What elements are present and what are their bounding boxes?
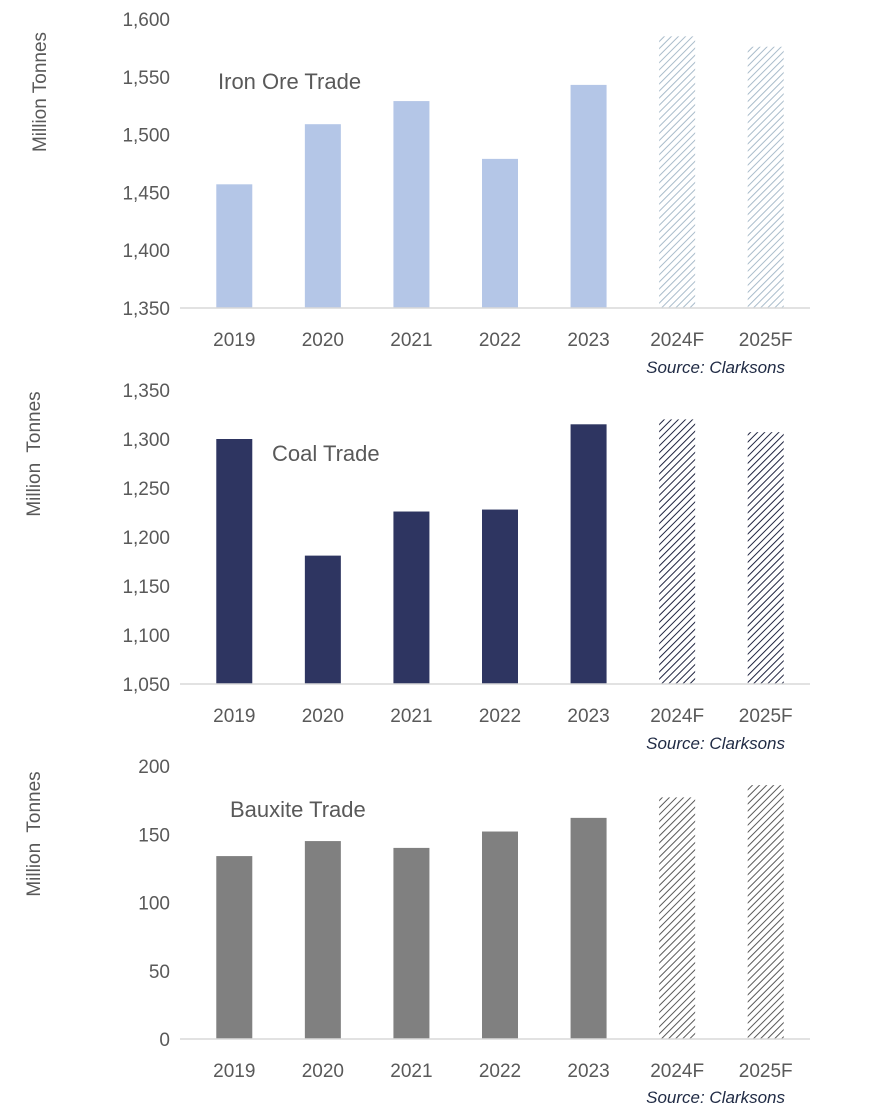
bauxite-x-tick-label: 2024F: [650, 1061, 704, 1082]
coal-bar: [216, 439, 253, 684]
coal-y-tick-label: 1,050: [122, 675, 170, 696]
bauxite-x-tick-label: 2022: [479, 1061, 521, 1082]
iron-ore-x-tick-label: 2021: [390, 330, 432, 351]
coal-y-tick-label: 1,250: [122, 479, 170, 500]
bauxite-chart-title: Bauxite Trade: [230, 797, 366, 822]
iron-ore-bar: [482, 158, 518, 308]
coal-bar: [304, 555, 341, 684]
iron-ore-y-tick-label: 1,500: [122, 126, 170, 147]
coal-x-tick-label: 2019: [213, 706, 255, 727]
bauxite-x-tick-label: 2021: [390, 1061, 432, 1082]
bauxite-x-tick-label: 2020: [302, 1061, 344, 1082]
coal-source-note: Source: Clarksons: [646, 734, 785, 752]
bauxite-bar: [304, 841, 341, 1039]
coal-trade-chart: Million Tonnes Coal Trade 1,050 1,100 1,15…: [0, 376, 873, 752]
coal-x-tick-label: 2021: [390, 706, 432, 727]
coal-chart-svg: Million Tonnes Coal Trade 1,050 1,100 1,15…: [24, 381, 810, 752]
iron-ore-y-tick-label: 1,400: [122, 241, 170, 262]
coal-forecast-bar: [747, 432, 784, 684]
iron-ore-x-tick-label: 2023: [567, 330, 609, 351]
coal-bar: [393, 511, 430, 684]
iron-ore-y-axis-label: Million Tonnes: [30, 32, 51, 152]
bauxite-y-tick-label: 50: [149, 962, 170, 983]
bauxite-forecast-bar: [659, 797, 696, 1039]
iron-ore-bar: [570, 84, 607, 308]
coal-x-tick-label: 2020: [302, 706, 344, 727]
bauxite-source-note: Source: Clarksons: [646, 1088, 785, 1107]
coal-y-tick-label: 1,150: [122, 577, 170, 598]
iron-ore-x-tick-label: 2025F: [739, 330, 793, 351]
bauxite-x-tick-label: 2023: [567, 1061, 609, 1082]
iron-ore-x-tick-label: 2020: [302, 330, 344, 351]
bauxite-y-tick-label: 0: [159, 1030, 170, 1051]
bauxite-y-tick-label: 150: [138, 825, 170, 846]
coal-x-tick-label: 2025F: [739, 706, 793, 727]
iron-ore-x-tick-label: 2024F: [650, 330, 704, 351]
iron-ore-x-tick-label: 2019: [213, 330, 255, 351]
bauxite-forecast-bar: [747, 785, 784, 1039]
iron-ore-source-note: Source: Clarksons: [646, 358, 785, 377]
bauxite-x-tick-label: 2025F: [739, 1061, 793, 1082]
iron-ore-x-tick-label: 2022: [479, 330, 521, 351]
coal-bar: [570, 424, 607, 684]
bauxite-x-tick-label: 2019: [213, 1061, 255, 1082]
coal-y-tick-label: 1,350: [122, 381, 170, 402]
iron-ore-bar: [216, 184, 253, 308]
bauxite-y-tick-label: 200: [138, 757, 170, 778]
coal-y-axis-label: Million Tonnes: [24, 391, 45, 516]
coal-x-tick-label: 2023: [567, 706, 609, 727]
iron-ore-y-tick-label: 1,550: [122, 68, 170, 89]
iron-ore-trade-chart: Million Tonnes Iron Ore Trade 1,350 1,400…: [0, 0, 873, 380]
bauxite-bar: [482, 831, 518, 1039]
coal-y-tick-label: 1,200: [122, 528, 170, 549]
iron-ore-y-tick-label: 1,350: [122, 299, 170, 320]
iron-ore-forecast-bar: [659, 36, 696, 309]
bauxite-bar: [216, 856, 253, 1039]
coal-x-tick-label: 2022: [479, 706, 521, 727]
iron-ore-forecast-bar: [747, 46, 784, 309]
iron-ore-chart-svg: Million Tonnes Iron Ore Trade 1,350 1,400…: [30, 10, 810, 377]
coal-forecast-bar: [659, 419, 696, 684]
iron-ore-chart-title: Iron Ore Trade: [218, 69, 361, 94]
coal-chart-title: Coal Trade: [272, 441, 380, 466]
iron-ore-y-tick-label: 1,600: [122, 10, 170, 31]
coal-bar: [482, 509, 518, 684]
bauxite-bar: [393, 847, 430, 1039]
coal-y-tick-label: 1,300: [122, 430, 170, 451]
iron-ore-bar: [304, 124, 341, 308]
bauxite-bar: [570, 817, 607, 1039]
coal-x-tick-label: 2024F: [650, 706, 704, 727]
bauxite-y-axis-label: Million Tonnes: [24, 771, 45, 896]
bauxite-trade-chart: Million Tonnes Bauxite Trade 0 50 100 150 20…: [0, 752, 873, 1119]
iron-ore-y-tick-label: 1,450: [122, 183, 170, 204]
bauxite-chart-svg: Million Tonnes Bauxite Trade 0 50 100 150 20…: [24, 757, 810, 1107]
bauxite-y-tick-label: 100: [138, 894, 170, 915]
coal-y-tick-label: 1,100: [122, 626, 170, 647]
iron-ore-bar: [393, 101, 430, 309]
